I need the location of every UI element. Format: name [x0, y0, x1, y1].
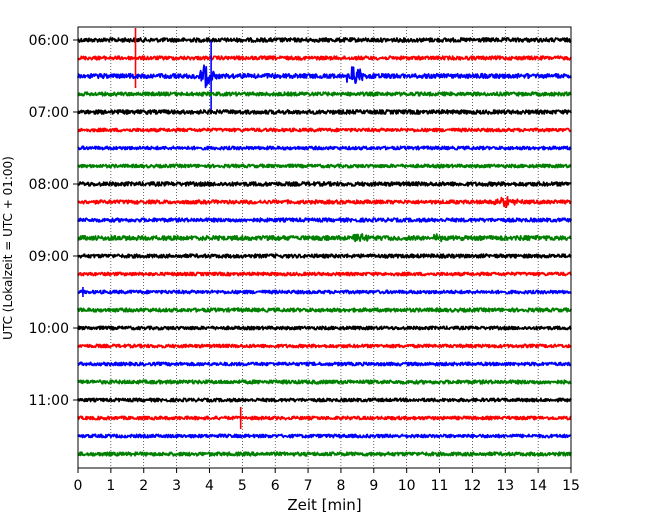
- trace-line: [77, 271, 572, 277]
- x-tick-label: 4: [205, 478, 214, 494]
- trace-line: [77, 289, 572, 295]
- y-tick-label: 11:00: [29, 393, 69, 409]
- y-axis-ticks: 06:00 07:00 08:00 09:00 10:00 11:00: [29, 33, 78, 409]
- trace-line: [77, 325, 572, 331]
- x-tick-label: 5: [238, 478, 247, 494]
- y-tick-label: 07:00: [29, 105, 69, 121]
- trace-line: [77, 343, 572, 349]
- trace-line: [77, 253, 572, 259]
- y-tick-label: 10:00: [29, 321, 69, 337]
- trace-line: [77, 127, 572, 133]
- trace-line: [77, 181, 572, 187]
- trace-line: [77, 163, 572, 169]
- trace-line: [77, 91, 572, 97]
- x-tick-label: 10: [398, 478, 416, 494]
- x-tick-label: 15: [562, 478, 580, 494]
- trace-line: [77, 233, 572, 243]
- trace-line: [77, 145, 572, 151]
- x-tick-label: 14: [529, 478, 547, 494]
- x-tick-label: 6: [271, 478, 280, 494]
- trace-line: [77, 397, 572, 403]
- trace-line: [77, 415, 572, 421]
- x-tick-label: 13: [496, 478, 514, 494]
- x-tick-label: 8: [336, 478, 345, 494]
- x-tick-label: 7: [304, 478, 313, 494]
- trace-line: [77, 64, 572, 89]
- y-tick-label: 08:00: [29, 177, 69, 193]
- trace-line: [77, 109, 572, 115]
- trace-line: [77, 217, 572, 223]
- y-tick-label: 09:00: [29, 249, 69, 265]
- plot-frame: [77, 26, 572, 469]
- trace-line: [77, 37, 572, 43]
- seismogram-traces: [77, 28, 572, 457]
- trace-line: [77, 433, 572, 439]
- x-tick-label: 1: [106, 478, 115, 494]
- trace-line: [77, 451, 572, 457]
- x-tick-label: 12: [463, 478, 481, 494]
- x-tick-label: 0: [74, 478, 83, 494]
- x-tick-label: 11: [431, 478, 449, 494]
- trace-line: [77, 196, 572, 209]
- x-axis-ticks: 0 1 2 3 4 5 6 7 8 9 10 11 12 13 14 15: [74, 468, 580, 494]
- trace-line: [77, 55, 572, 61]
- x-tick-label: 3: [172, 478, 181, 494]
- trace-line: [77, 379, 572, 385]
- trace-line: [77, 361, 572, 367]
- trace-line: [77, 307, 572, 313]
- x-tick-label: 9: [369, 478, 378, 494]
- x-tick-label: 2: [139, 478, 148, 494]
- x-axis-label: Zeit [min]: [287, 496, 361, 514]
- y-tick-label: 06:00: [29, 33, 69, 49]
- y-axis-label: UTC (Lokalzeit = UTC + 01:00): [1, 156, 15, 340]
